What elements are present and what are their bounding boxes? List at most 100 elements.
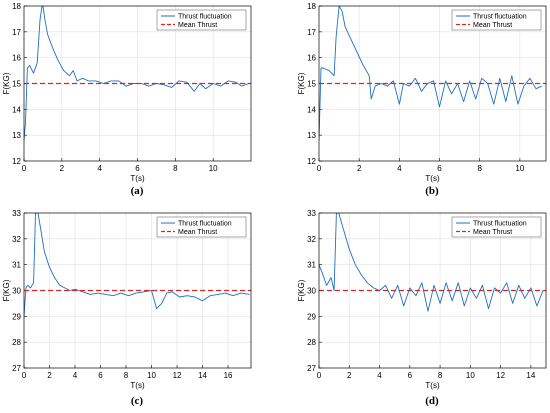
- panel-caption: (a): [131, 185, 144, 197]
- x-axis-label: T(s): [425, 174, 440, 183]
- panel-caption: (b): [425, 185, 439, 197]
- x-tick-label: 12: [496, 371, 505, 380]
- chart-panel-2: 0 2 4 6 8 10 12 13 14 15 16 17 18 T(s) F(KG) Thrust flu…: [297, 2, 547, 197]
- x-tick-label: 4: [377, 371, 382, 380]
- thrust-fluctuation-line: [24, 6, 250, 141]
- y-tick-label: 12: [307, 157, 316, 166]
- axes-frame: [318, 212, 547, 369]
- panel-caption: (c): [131, 395, 144, 407]
- x-tick-label: 2: [47, 371, 52, 380]
- x-tick-label: 14: [198, 371, 207, 380]
- legend-box: [156, 9, 247, 31]
- chart-panel-1: 0 2 4 6 8 10 12 13 14 15 16 17 18 T(s) F(KG) Thrust flu…: [2, 2, 252, 197]
- legend-label-fluctuation: Thrust fluctuation: [178, 14, 232, 21]
- y-tick-label: 30: [12, 287, 21, 296]
- legend-label-mean: Mean Thrust: [178, 229, 217, 236]
- x-tick-label: 12: [173, 371, 182, 380]
- x-tick-label: 14: [526, 371, 535, 380]
- chart-panel-4: 0 2 4 6 8 10 12 14 27 28 29 30 31 32 33 T(s) F(KG) Thrust…: [297, 209, 547, 407]
- series-group: [319, 213, 546, 312]
- x-axis-label: T(s): [425, 381, 440, 390]
- y-tick-label: 14: [12, 105, 21, 114]
- x-axis-label: T(s): [130, 174, 145, 183]
- axes-frame: [23, 5, 252, 162]
- y-tick-label: 32: [307, 235, 316, 244]
- y-tick-label: 27: [12, 364, 21, 373]
- legend-label-fluctuation: Thrust fluctuation: [178, 221, 232, 228]
- x-tick-label: 4: [397, 164, 402, 173]
- y-tick-label: 33: [307, 209, 316, 218]
- x-tick-label: 10: [515, 164, 524, 173]
- y-tick-label: 31: [12, 261, 21, 270]
- legend-label-mean: Mean Thrust: [178, 22, 217, 29]
- x-tick-label: 4: [73, 371, 78, 380]
- y-tick-label: 33: [12, 209, 21, 218]
- y-tick-label: 13: [307, 131, 316, 140]
- y-tick-label: 16: [12, 54, 21, 63]
- legend-box: [451, 9, 542, 31]
- x-tick-label: 10: [209, 164, 218, 173]
- y-tick-label: 17: [307, 28, 316, 37]
- thrust-fluctuation-line: [319, 213, 544, 312]
- y-tick-label: 12: [12, 157, 21, 166]
- x-tick-label: 6: [98, 371, 103, 380]
- y-axis-label: F(KG): [2, 72, 11, 94]
- y-tick-label: 29: [12, 312, 21, 321]
- panel-caption: (d): [425, 395, 439, 407]
- y-tick-label: 15: [307, 80, 316, 89]
- x-tick-label: 8: [124, 371, 129, 380]
- legend-box: [451, 216, 542, 238]
- y-axis-label: F(KG): [2, 279, 11, 301]
- y-tick-label: 13: [12, 131, 21, 140]
- x-tick-label: 6: [135, 164, 140, 173]
- x-tick-label: 0: [22, 371, 27, 380]
- y-tick-label: 18: [307, 2, 316, 11]
- y-tick-label: 28: [12, 338, 21, 347]
- y-tick-label: 18: [12, 2, 21, 11]
- y-axis-label: F(KG): [297, 279, 306, 301]
- series-group: [319, 6, 546, 141]
- y-tick-label: 14: [307, 105, 316, 114]
- x-tick-label: 8: [438, 371, 443, 380]
- y-tick-label: 30: [307, 287, 316, 296]
- x-tick-label: 4: [97, 164, 102, 173]
- series-group: [24, 6, 251, 141]
- y-axis-label: F(KG): [297, 72, 306, 94]
- x-tick-label: 16: [224, 371, 233, 380]
- x-tick-label: 2: [357, 164, 362, 173]
- chart-panel-3: 0 2 4 6 8 10 12 14 16 27 28 29 30 31 32 33 T(s) F(KG) Thru…: [2, 209, 252, 407]
- axes-frame: [318, 5, 547, 162]
- y-tick-label: 29: [307, 312, 316, 321]
- y-tick-label: 17: [12, 28, 21, 37]
- x-tick-label: 6: [437, 164, 442, 173]
- legend-label-mean: Mean Thrust: [473, 229, 512, 236]
- y-tick-label: 15: [12, 80, 21, 89]
- x-tick-label: 0: [22, 164, 27, 173]
- x-tick-label: 10: [466, 371, 475, 380]
- y-tick-label: 27: [307, 364, 316, 373]
- y-tick-label: 31: [307, 261, 316, 270]
- y-tick-label: 32: [12, 235, 21, 244]
- legend-label-mean: Mean Thrust: [473, 22, 512, 29]
- thrust-fluctuation-line: [24, 213, 250, 317]
- thrust-fluctuation-line: [319, 6, 543, 141]
- x-tick-label: 6: [408, 371, 413, 380]
- x-tick-label: 0: [317, 371, 322, 380]
- y-tick-label: 28: [307, 338, 316, 347]
- x-tick-label: 2: [347, 371, 352, 380]
- series-group: [24, 213, 251, 317]
- axes-frame: [23, 212, 252, 369]
- legend-label-fluctuation: Thrust fluctuation: [473, 221, 527, 228]
- x-tick-label: 0: [317, 164, 322, 173]
- x-tick-label: 8: [477, 164, 482, 173]
- x-axis-label: T(s): [130, 381, 145, 390]
- x-tick-label: 8: [173, 164, 178, 173]
- legend-box: [156, 216, 247, 238]
- y-tick-label: 16: [307, 54, 316, 63]
- x-tick-label: 2: [60, 164, 65, 173]
